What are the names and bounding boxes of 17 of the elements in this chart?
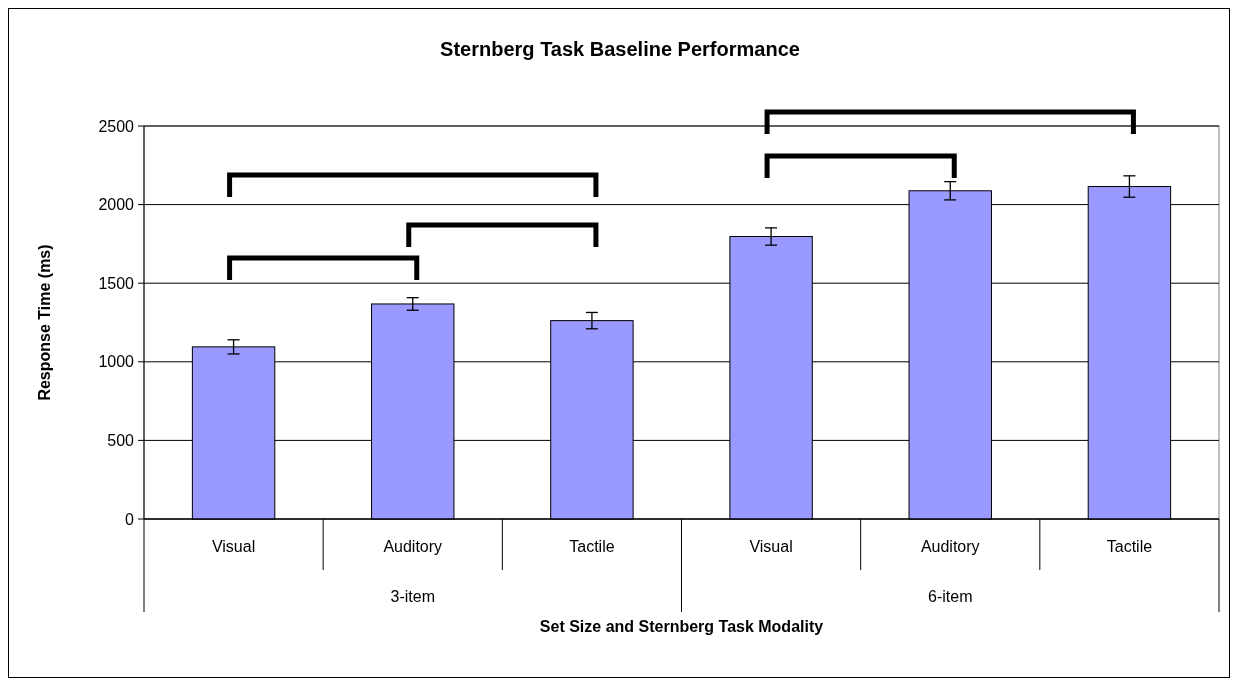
x-axis-title: Set Size and Sternberg Task Modality (539, 618, 824, 635)
y-tick-label: 1000 (98, 353, 135, 371)
x-tick-label: Visual (211, 538, 256, 555)
y-tick-label: 500 (107, 432, 135, 449)
y-tick-label: 0 (125, 510, 135, 528)
x-tick-label: Tactile (569, 538, 615, 555)
x-tick-label: Auditory (920, 538, 980, 555)
text: 3-item (390, 588, 435, 605)
chart-title: Sternberg Task Baseline Performance (440, 38, 800, 60)
y-axis-title: Response Time (ms) (36, 244, 53, 401)
text: 6-item (928, 588, 973, 605)
x-tick-label: Tactile (1106, 538, 1153, 555)
y-tick-label: 2500 (98, 117, 135, 135)
x-tick-label: Visual (749, 538, 793, 555)
x-tick-label: Auditory (383, 538, 443, 555)
y-tick-label: 1500 (98, 274, 135, 292)
y-tick-label: 2000 (98, 196, 135, 214)
